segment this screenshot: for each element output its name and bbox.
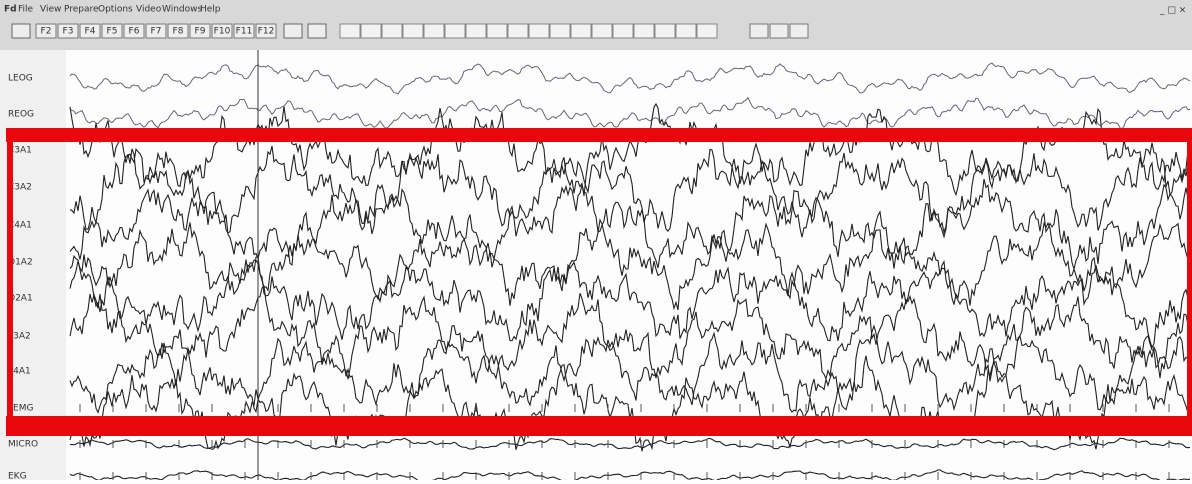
toolbar-button-label[interactable]: F11 [236, 27, 253, 37]
toolbar-slot[interactable] [403, 24, 423, 38]
toolbar-button-label[interactable]: F9 [195, 27, 206, 37]
toolbar-slot[interactable] [676, 24, 696, 38]
toolbar-slot[interactable] [466, 24, 486, 38]
menu-item[interactable]: View [40, 5, 61, 15]
toolbar-slot[interactable] [340, 24, 360, 38]
toolbar-slot[interactable] [655, 24, 675, 38]
page: _ □ × FdFile ViewPrepareOptionsVideoWindo… [0, 0, 1192, 480]
eeg-viewer: _ □ × FdFile ViewPrepareOptionsVideoWindo… [0, 0, 1192, 480]
toolbar-button-label[interactable]: F5 [107, 27, 118, 37]
toolbar-slot[interactable] [529, 24, 549, 38]
toolbar-icon[interactable] [284, 24, 302, 38]
menu-item[interactable]: Video [136, 5, 162, 15]
toolbar-icon[interactable] [308, 24, 326, 38]
channel-label: MICRO [8, 440, 38, 450]
toolbar-slot[interactable] [361, 24, 381, 38]
toolbar-button-label[interactable]: F7 [151, 27, 162, 37]
highlight-band [6, 128, 1192, 142]
menu-item[interactable]: File [18, 5, 34, 15]
toolbar-button-label[interactable]: F10 [214, 27, 231, 37]
trace-area [0, 50, 1192, 480]
toolbar-slot[interactable] [550, 24, 570, 38]
toolbar-zoom[interactable] [790, 24, 808, 38]
toolbar-slot[interactable] [697, 24, 717, 38]
menu-item[interactable]: Help [200, 5, 221, 15]
toolbar-slot[interactable] [382, 24, 402, 38]
toolbar-slot[interactable] [445, 24, 465, 38]
toolbar-button-label[interactable]: F2 [41, 27, 52, 37]
menu-item[interactable]: Options [98, 5, 133, 15]
toolbar-slot[interactable] [571, 24, 591, 38]
toolbar-button-label[interactable]: F4 [85, 27, 96, 37]
channel-label: LEOG [8, 74, 33, 84]
channel-label: EKG [8, 472, 27, 481]
toolbar-slot[interactable] [487, 24, 507, 38]
toolbar-slot[interactable] [424, 24, 444, 38]
toolbar-slot[interactable] [634, 24, 654, 38]
toolbar-button-label[interactable]: F8 [173, 27, 184, 37]
toolbar-zoom[interactable] [750, 24, 768, 38]
window-controls[interactable]: _ □ × [1159, 6, 1186, 16]
menu-item[interactable]: Windows [162, 5, 202, 15]
toolbar-button-label[interactable]: F6 [129, 27, 140, 37]
toolbar-slot[interactable] [508, 24, 528, 38]
toolbar-button-label[interactable]: F12 [258, 27, 275, 37]
toolbar-icon[interactable] [12, 24, 30, 38]
toolbar-slot[interactable] [613, 24, 633, 38]
toolbar-slot[interactable] [592, 24, 612, 38]
highlight-band [6, 416, 1192, 436]
channel-label: REOG [8, 110, 34, 120]
toolbar-zoom[interactable] [770, 24, 788, 38]
menu-item[interactable]: Prepare [64, 5, 99, 15]
toolbar-button-label[interactable]: F3 [63, 27, 74, 37]
menu-item[interactable]: Fd [4, 5, 17, 15]
